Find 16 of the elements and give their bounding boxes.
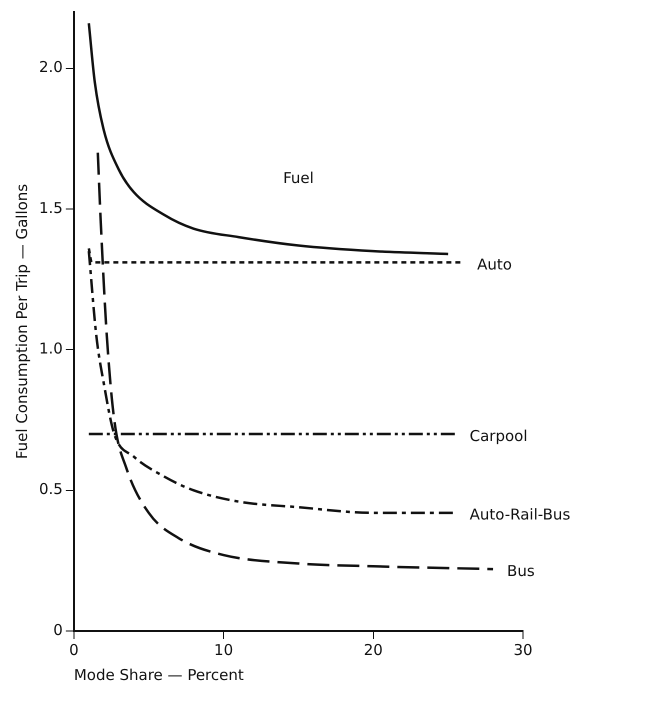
x-tick-label: 30	[513, 640, 533, 659]
series-label: Carpool	[470, 426, 528, 445]
series-label: Auto-Rail-Bus	[470, 506, 570, 524]
y-tick-label: 0	[53, 620, 63, 639]
y-tick-label: 0.5	[38, 480, 63, 498]
x-tick-label: 20	[364, 640, 383, 659]
y-tick-label: 1.0	[38, 340, 63, 358]
series-label: Auto	[477, 255, 512, 274]
x-axis-title: Mode Share — Percent	[74, 666, 244, 684]
x-tick-label: 10	[214, 640, 234, 659]
series-label: Bus	[507, 562, 535, 580]
y-tick-label: 1.5	[38, 198, 63, 217]
text: Fuel	[283, 169, 314, 188]
x-tick-label: 0	[69, 640, 79, 659]
y-tick-label: 2.0	[38, 58, 63, 76]
y-axis-title: Fuel Consumption Per Trip — Gallons	[12, 184, 31, 460]
